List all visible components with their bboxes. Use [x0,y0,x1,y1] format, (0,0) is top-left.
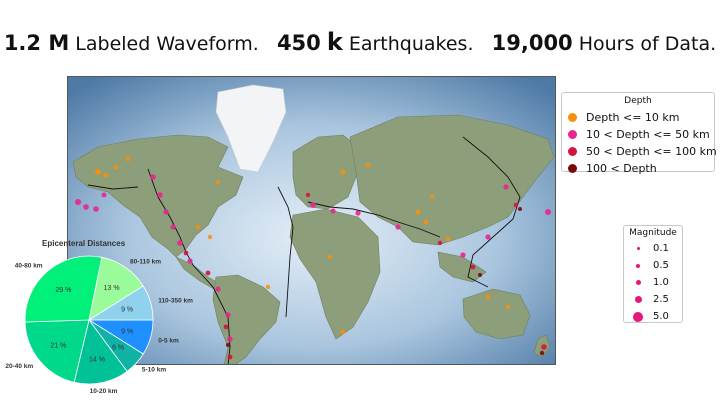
earthquake-count-unit: k [326,28,343,56]
depth-legend-item: 10 < Depth <= 50 km [568,126,710,143]
pie-slice-110-350-km [87,285,154,321]
europe [292,134,359,210]
pie-slice-10-20-km [73,319,128,385]
pie-slice-percent: 6 % [112,344,124,351]
depth-legend-label: Depth <= 10 km [586,111,680,124]
magnitude-legend-label: 2.5 [653,294,669,305]
magnitude-legend-label: 5.0 [653,311,669,322]
pie-chart-title: Epicenteral Distances [42,239,126,248]
pie-category-label: 40-80 km [15,262,43,269]
hours-text: Hours of Data. [572,33,717,55]
magnitude-legend-item: 0.5 [629,257,677,274]
pie-slice-percent: 21 % [50,343,66,350]
waveform-count: 1.2 M [3,31,70,55]
pie-slice-percent: 9 % [121,307,133,314]
depth-legend-item: 50 < Depth <= 100 km [568,143,717,160]
pie-category-label: 20-40 km [5,363,33,370]
pie-slice-percent: 9 % [121,329,133,336]
depth-legend-label: 100 < Depth [586,162,657,175]
magnitude-legend: Magnitude 0.1 0.5 1.0 2.5 5.0 [623,225,683,323]
depth-swatch [568,113,577,122]
magnitude-legend-label: 1.0 [653,277,669,288]
earthquake-text: Earthquakes. [342,33,474,55]
depth-swatch [568,164,577,173]
magnitude-legend-item: 1.0 [629,274,677,291]
magnitude-legend-item: 2.5 [629,291,677,308]
pie-slice-percent: 13 % [104,285,120,292]
depth-legend: Depth Depth <= 10 km 10 < Depth <= 50 km… [561,92,717,175]
africa [289,208,381,340]
magnitude-swatch [636,247,640,250]
magnitude-legend-item: 5.0 [629,308,677,325]
pie-category-label: 110-350 km [158,298,193,305]
magnitude-legend-item: 0.1 [629,240,677,257]
magnitude-legend-label: 0.1 [653,243,669,254]
pie-slice-20-40-km [24,319,90,383]
pie-slice-percent: 14 % [89,356,105,363]
depth-legend-item: Depth <= 10 km [568,109,708,126]
magnitude-swatch [633,311,643,322]
pie-category-label: 0-5 km [158,337,179,344]
australia [462,288,531,340]
pie-slice-percent: 29 % [55,287,71,294]
pie-slice-40-80-km [24,255,103,323]
magnitude-legend-title: Magnitude [629,228,677,238]
pie-category-label: 10-20 km [90,388,118,395]
magnitude-swatch [636,263,640,268]
earthquake-markers [75,156,551,360]
pie-category-label: 5-10 km [142,366,166,373]
magnitude-swatch [634,296,642,303]
waveform-text: Labeled Waveform. [69,33,259,55]
epicentral-distance-pie-chart: 9 % 0-5 km 6 % 5-10 km 14 % 10-20 km 21 % 20-40… [5,255,193,395]
headline: 1.2 M Labeled Waveform. 450 k Earthquake… [0,28,720,56]
hours-count: 19,000 [491,31,573,55]
greenland [215,84,287,173]
depth-legend-label: 10 < Depth <= 50 km [586,128,710,141]
pie-category-label: 80-110 km [130,258,161,265]
magnitude-legend-label: 0.5 [653,260,669,271]
depth-legend-title: Depth [624,96,652,106]
depth-swatch [568,130,577,139]
depth-legend-item: 100 < Depth [568,160,708,177]
earthquake-count: 450 [276,31,321,55]
magnitude-swatch [635,280,641,285]
depth-swatch [568,147,577,156]
depth-legend-label: 50 < Depth <= 100 km [586,145,717,158]
